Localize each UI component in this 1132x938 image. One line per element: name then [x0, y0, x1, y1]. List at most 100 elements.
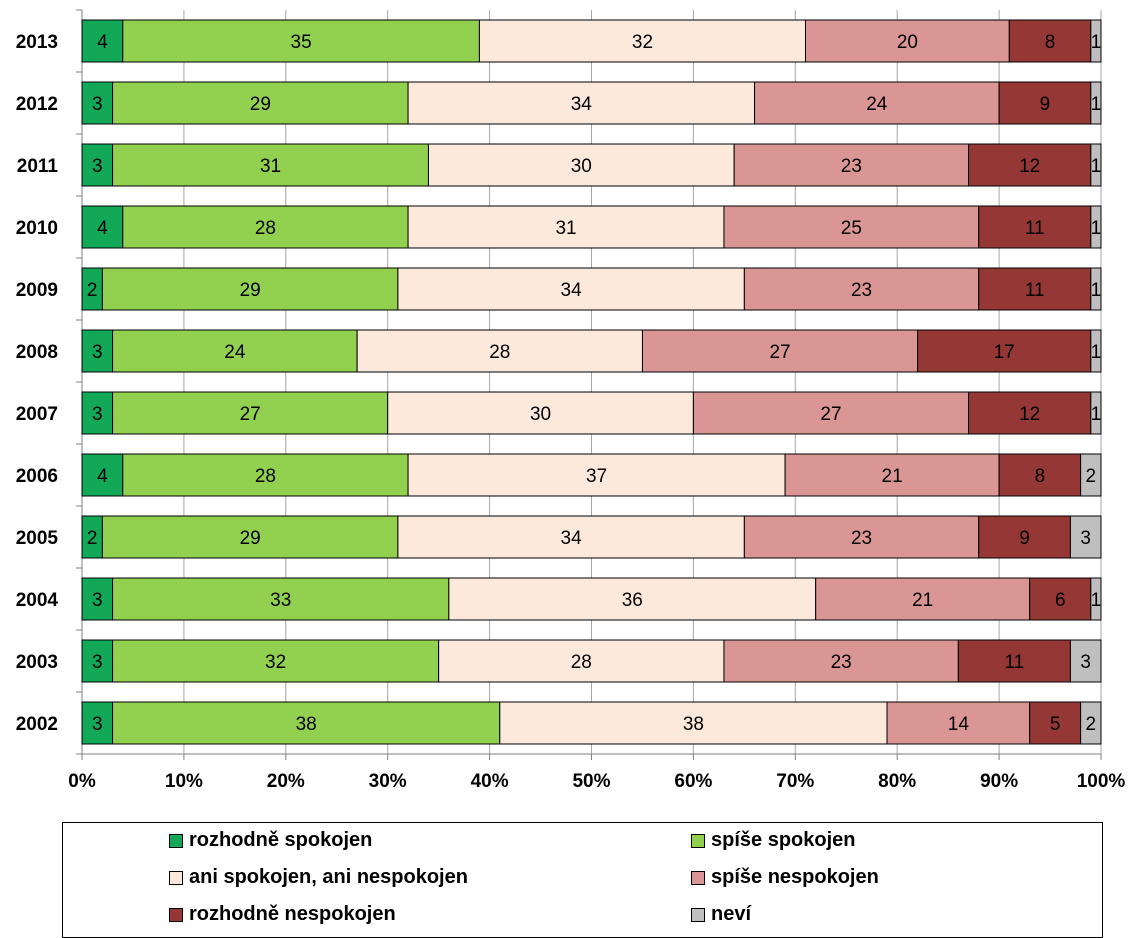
data-label: 20	[897, 32, 918, 53]
bar-segment	[1090, 391, 1102, 435]
bar-segment	[743, 267, 980, 311]
data-label: 24	[866, 94, 888, 115]
data-label: 27	[769, 342, 790, 363]
bar-segment	[407, 453, 786, 497]
legend-label: spíše nespokojen	[711, 866, 879, 888]
x-tick-label: 0%	[68, 771, 96, 792]
data-label: 14	[948, 714, 970, 735]
data-label: 2	[87, 280, 98, 301]
data-label: 2	[87, 528, 98, 549]
data-label: 1	[1091, 32, 1102, 53]
bar-segment	[438, 639, 725, 683]
bar-segment	[112, 81, 409, 125]
data-label: 1	[1091, 218, 1102, 239]
bar-segment	[1090, 81, 1102, 125]
data-label: 4	[97, 466, 108, 487]
data-label: 1	[1091, 280, 1102, 301]
data-label: 11	[1005, 652, 1025, 673]
bar-segment	[968, 391, 1092, 435]
data-label: 23	[831, 652, 852, 673]
data-label: 3	[92, 342, 103, 363]
bar-segment	[1080, 701, 1102, 745]
bar-segment	[122, 453, 409, 497]
x-tick-label: 40%	[471, 771, 509, 792]
data-label: 23	[851, 528, 872, 549]
bar-segment	[448, 577, 817, 621]
legend-swatch	[169, 833, 183, 848]
data-label: 11	[1025, 218, 1045, 239]
bar-segment	[1090, 329, 1102, 373]
category-label: 2002	[16, 714, 58, 735]
bar-segment	[692, 391, 970, 435]
data-label: 3	[92, 590, 103, 611]
legend-label: ani spokojen, ani nespokojen	[189, 866, 468, 888]
bar-segment	[112, 391, 389, 435]
bar-segment	[122, 205, 409, 249]
legend-label: neví	[711, 903, 752, 925]
data-label: 3	[92, 156, 103, 177]
bar-segment	[122, 19, 480, 63]
bar-segment	[397, 267, 745, 311]
data-label: 8	[1035, 466, 1046, 487]
data-label: 4	[97, 32, 108, 53]
legend-item: rozhodně spokojen	[169, 829, 372, 852]
data-label: 29	[250, 94, 271, 115]
bar-segment	[978, 267, 1092, 311]
data-label: 28	[255, 218, 276, 239]
bar-segment	[641, 329, 919, 373]
bar-segment	[407, 81, 756, 125]
stacked-bar-chart: 0% 10% 20% 30% 40% 50% 60% 70% 80% 90% 100%2013 4 35…	[16, 9, 1125, 792]
bar-segment	[1090, 267, 1102, 311]
data-label: 1	[1091, 342, 1102, 363]
category-label: 2007	[16, 404, 58, 425]
data-label: 24	[224, 342, 246, 363]
bar-segment	[723, 639, 959, 683]
bar-segment	[1069, 639, 1102, 683]
bar-segment	[101, 515, 399, 559]
data-label: 38	[296, 714, 317, 735]
legend-item: spíše spokojen	[691, 829, 856, 852]
bar-segment	[1090, 19, 1102, 63]
legend-label: rozhodně spokojen	[189, 829, 373, 851]
bar-segment	[998, 453, 1082, 497]
data-label: 9	[1040, 94, 1051, 115]
bar-segment	[754, 81, 1000, 125]
category-label: 2003	[16, 652, 58, 673]
legend-item: rozhodně nespokojen	[169, 903, 396, 926]
bar-segment	[499, 701, 888, 745]
legend: rozhodně spokojen spíše spokojen ani spo…	[62, 822, 1103, 938]
data-label: 3	[92, 652, 103, 673]
x-tick-label: 70%	[776, 771, 814, 792]
legend-item: neví	[691, 903, 751, 926]
data-label: 38	[683, 714, 704, 735]
x-tick-label: 80%	[878, 771, 916, 792]
data-label: 27	[820, 404, 841, 425]
data-label: 32	[632, 32, 653, 53]
legend-swatch	[691, 870, 705, 885]
bar-segment	[968, 143, 1092, 187]
x-tick-label: 10%	[165, 771, 203, 792]
data-label: 1	[1091, 404, 1102, 425]
category-label: 2009	[16, 280, 58, 301]
bar-segment	[407, 205, 725, 249]
data-label: 5	[1050, 714, 1061, 735]
data-label: 30	[571, 156, 592, 177]
data-label: 23	[841, 156, 862, 177]
data-label: 21	[882, 466, 903, 487]
data-label: 23	[851, 280, 872, 301]
data-label: 3	[92, 404, 103, 425]
category-label: 2008	[16, 342, 58, 363]
data-label: 6	[1055, 590, 1066, 611]
bar-segment	[1008, 19, 1092, 63]
data-label: 28	[489, 342, 510, 363]
data-label: 29	[240, 528, 261, 549]
data-label: 29	[240, 280, 261, 301]
x-tick-label: 60%	[674, 771, 712, 792]
data-label: 30	[530, 404, 551, 425]
bar-segment	[112, 329, 358, 373]
data-label: 33	[270, 590, 291, 611]
data-label: 11	[1025, 280, 1045, 301]
data-label: 3	[1080, 528, 1091, 549]
x-tick-label: 90%	[980, 771, 1018, 792]
bar-segment	[81, 19, 124, 63]
